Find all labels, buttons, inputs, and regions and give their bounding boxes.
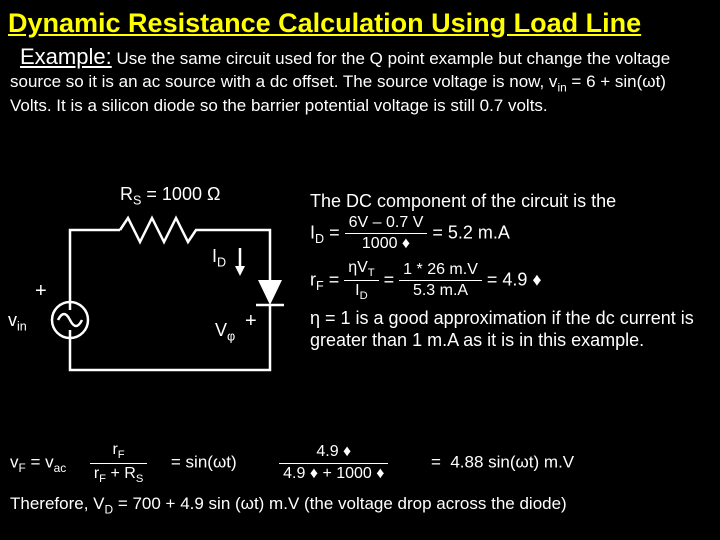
right-line2: ID = 6V – 0.7 V1000 ♦ = 5.2 m.A: [310, 213, 710, 254]
vphi-label: Vφ: [215, 320, 235, 344]
vin-label: vin: [8, 310, 27, 334]
bottom-line2: Therefore, VD = 700 + 4.9 sin (ωt) m.V (…: [10, 493, 710, 518]
intro-block: Example: Use the same circuit used for t…: [0, 43, 720, 116]
right-line4: η = 1 is a good approximation if the dc …: [310, 307, 710, 352]
rs-label: RS = 1000 Ω: [120, 184, 220, 208]
intro-sub: in: [557, 80, 566, 94]
page-title: Dynamic Resistance Calculation Using Loa…: [0, 0, 720, 43]
plus-source: +: [35, 280, 47, 303]
bottom-line1: vF = vac rF rF + RS = sin(ωt) 4.9 ♦4.9 ♦…: [10, 440, 710, 487]
right-line3: rF = ηVTID = 1 * 26 m.V5.3 m.A = 4.9 ♦: [310, 258, 710, 303]
right-explanation: The DC component of the circuit is the I…: [310, 190, 710, 352]
right-line1: The DC component of the circuit is the: [310, 190, 710, 213]
id-label: ID: [212, 246, 226, 270]
circuit-diagram: RS = 1000 Ω ID + vin + Vφ: [40, 190, 300, 410]
plus-diode: +: [245, 310, 257, 333]
bottom-derivation: vF = vac rF rF + RS = sin(ωt) 4.9 ♦4.9 ♦…: [10, 440, 710, 517]
example-label: Example:: [10, 44, 112, 69]
